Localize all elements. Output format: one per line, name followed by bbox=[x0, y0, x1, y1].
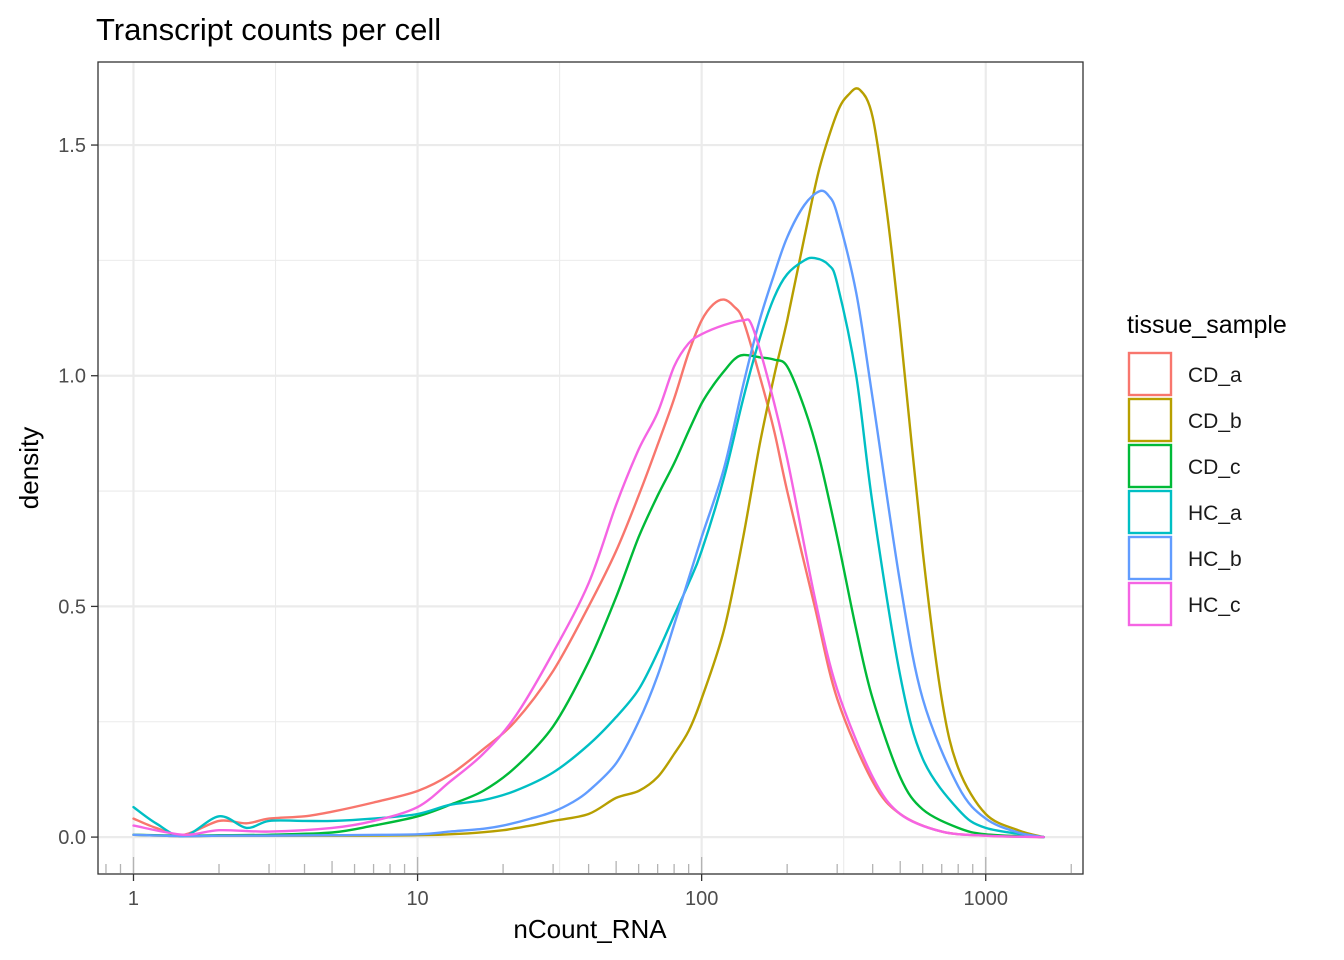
x-tick-label: 1 bbox=[128, 888, 139, 910]
legend-label: HC_a bbox=[1188, 502, 1242, 525]
legend-label: CD_c bbox=[1188, 456, 1241, 479]
legend-item-cd-c: CD_c bbox=[1127, 443, 1241, 489]
legend-key bbox=[1127, 351, 1173, 397]
legend-item-hc-b: HC_b bbox=[1127, 535, 1242, 581]
legend-key bbox=[1127, 489, 1173, 535]
panel-border bbox=[97, 61, 1084, 875]
y-axis-label: density bbox=[14, 427, 44, 509]
y-tick-label: 0.0 bbox=[58, 827, 86, 849]
x-axis-label: nCount_RNA bbox=[513, 914, 667, 944]
x-tick-label: 10 bbox=[406, 888, 428, 910]
density-curve-cd-b bbox=[132, 87, 1045, 839]
legend-key bbox=[1127, 535, 1173, 581]
chart-title: Transcript counts per cell bbox=[96, 12, 441, 47]
legend: tissue_sample CD_a CD_b CD_c HC_a HC_b HC_c bbox=[1127, 311, 1287, 627]
legend-item-cd-a: CD_a bbox=[1127, 351, 1242, 397]
y-tick-label: 1.5 bbox=[58, 135, 86, 157]
x-axis: 1 10 100 1000 bbox=[128, 874, 1008, 910]
grid-lines bbox=[98, 62, 1083, 874]
y-axis: 0.0 0.5 1.0 1.5 bbox=[58, 135, 98, 849]
density-curve-hc-c bbox=[132, 318, 1045, 839]
legend-label: HC_c bbox=[1188, 594, 1241, 617]
legend-label: CD_b bbox=[1188, 410, 1242, 433]
legend-label: CD_a bbox=[1188, 364, 1242, 387]
density-curves bbox=[132, 87, 1045, 839]
legend-item-hc-c: HC_c bbox=[1127, 581, 1241, 627]
x-tick-label: 100 bbox=[685, 888, 718, 910]
legend-item-cd-b: CD_b bbox=[1127, 397, 1242, 443]
y-tick-label: 0.5 bbox=[58, 596, 86, 618]
legend-item-hc-a: HC_a bbox=[1127, 489, 1242, 535]
x-tick-label: 1000 bbox=[963, 888, 1008, 910]
density-curve-cd-c bbox=[132, 353, 1045, 839]
density-curve-cd-a bbox=[132, 298, 1045, 839]
legend-key bbox=[1127, 397, 1173, 443]
legend-label: HC_b bbox=[1188, 548, 1242, 571]
x-axis-rug bbox=[105, 857, 1072, 873]
legend-key bbox=[1127, 443, 1173, 489]
legend-key bbox=[1127, 581, 1173, 627]
density-curve-hc-b bbox=[132, 189, 1045, 839]
legend-title: tissue_sample bbox=[1127, 311, 1287, 339]
y-tick-label: 1.0 bbox=[58, 366, 86, 388]
